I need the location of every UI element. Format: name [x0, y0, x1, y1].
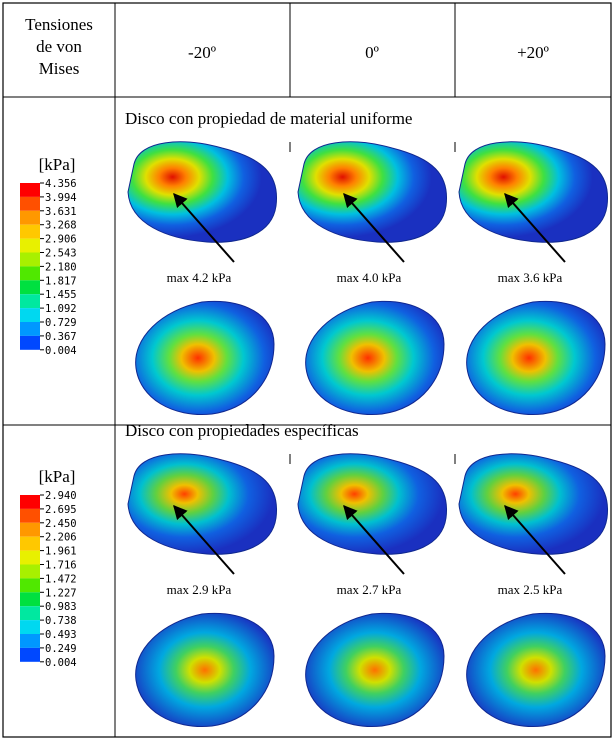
legend-swatch [20, 620, 40, 634]
legend-swatch [20, 183, 40, 197]
mesh-lower [306, 301, 444, 414]
legend-swatch [20, 509, 40, 523]
column-header: 0º [365, 43, 379, 62]
legend-value: 1.961 [45, 546, 77, 558]
legend-value: 3.994 [45, 192, 77, 204]
legend-value: 2.543 [45, 248, 77, 260]
legend-swatch [20, 308, 40, 322]
legend-value: 2.940 [45, 490, 77, 502]
max-label: max 3.6 kPa [498, 270, 563, 285]
legend-swatch [20, 648, 40, 662]
legend-swatch [20, 336, 40, 350]
legend-swatch [20, 253, 40, 267]
legend-unit: [kPa] [39, 155, 76, 174]
header-corner: Mises [39, 59, 80, 78]
section-title: Disco con propiedades específicas [125, 421, 359, 440]
legend-value: 2.450 [45, 518, 77, 530]
legend-swatch [20, 322, 40, 336]
legend-swatch [20, 634, 40, 648]
legend-value: 1.455 [45, 289, 77, 301]
legend-value: 1.472 [45, 573, 77, 585]
max-label: max 2.5 kPa [498, 582, 563, 597]
legend-swatch [20, 225, 40, 239]
column-header: +20º [517, 43, 549, 62]
legend-value: 0.367 [45, 331, 77, 343]
header-corner: Tensiones [25, 15, 93, 34]
legend-value: 1.227 [45, 587, 77, 599]
legend-value: 0.983 [45, 601, 77, 613]
legend-swatch [20, 551, 40, 565]
legend-value: 1.817 [45, 275, 77, 287]
mesh-lower [136, 613, 274, 726]
legend-value: 0.738 [45, 615, 77, 627]
max-label: max 2.7 kPa [337, 582, 402, 597]
max-label: max 2.9 kPa [167, 582, 232, 597]
legend-value: 0.004 [45, 657, 77, 669]
legend-value: 0.249 [45, 643, 77, 655]
mesh-lower [467, 613, 605, 726]
legend-value: 2.695 [45, 504, 77, 516]
legend-swatch [20, 280, 40, 294]
legend-value: 2.180 [45, 261, 77, 273]
legend-value: 0.729 [45, 317, 77, 329]
legend-swatch [20, 592, 40, 606]
mesh-lower [136, 301, 274, 414]
section-title: Disco con propiedad de material uniforme [125, 109, 412, 128]
max-label: max 4.0 kPa [337, 270, 402, 285]
legend-value: 1.092 [45, 303, 77, 315]
legend-value: 2.906 [45, 234, 77, 246]
column-header: -20º [188, 43, 216, 62]
legend-swatch [20, 523, 40, 537]
header-corner: de von [36, 37, 82, 56]
legend-value: 0.493 [45, 629, 77, 641]
legend-swatch [20, 197, 40, 211]
legend-swatch [20, 294, 40, 308]
mesh-lower [467, 301, 605, 414]
legend-swatch [20, 606, 40, 620]
legend-value: 2.206 [45, 532, 77, 544]
legend-value: 0.004 [45, 345, 77, 357]
legend-swatch [20, 537, 40, 551]
legend-value: 3.631 [45, 206, 77, 218]
figure: Tensiones de von Mises -20º 0º +20º Disco con … [0, 0, 614, 740]
legend-swatch [20, 266, 40, 280]
legend-swatch [20, 578, 40, 592]
legend-swatch [20, 211, 40, 225]
legend-value: 4.356 [45, 178, 77, 190]
legend-swatch [20, 565, 40, 579]
mesh-lower [306, 613, 444, 726]
legend-value: 1.716 [45, 560, 77, 572]
legend-swatch [20, 495, 40, 509]
max-label: max 4.2 kPa [167, 270, 232, 285]
legend-unit: [kPa] [39, 467, 76, 486]
legend-value: 3.268 [45, 220, 77, 232]
legend-swatch [20, 239, 40, 253]
